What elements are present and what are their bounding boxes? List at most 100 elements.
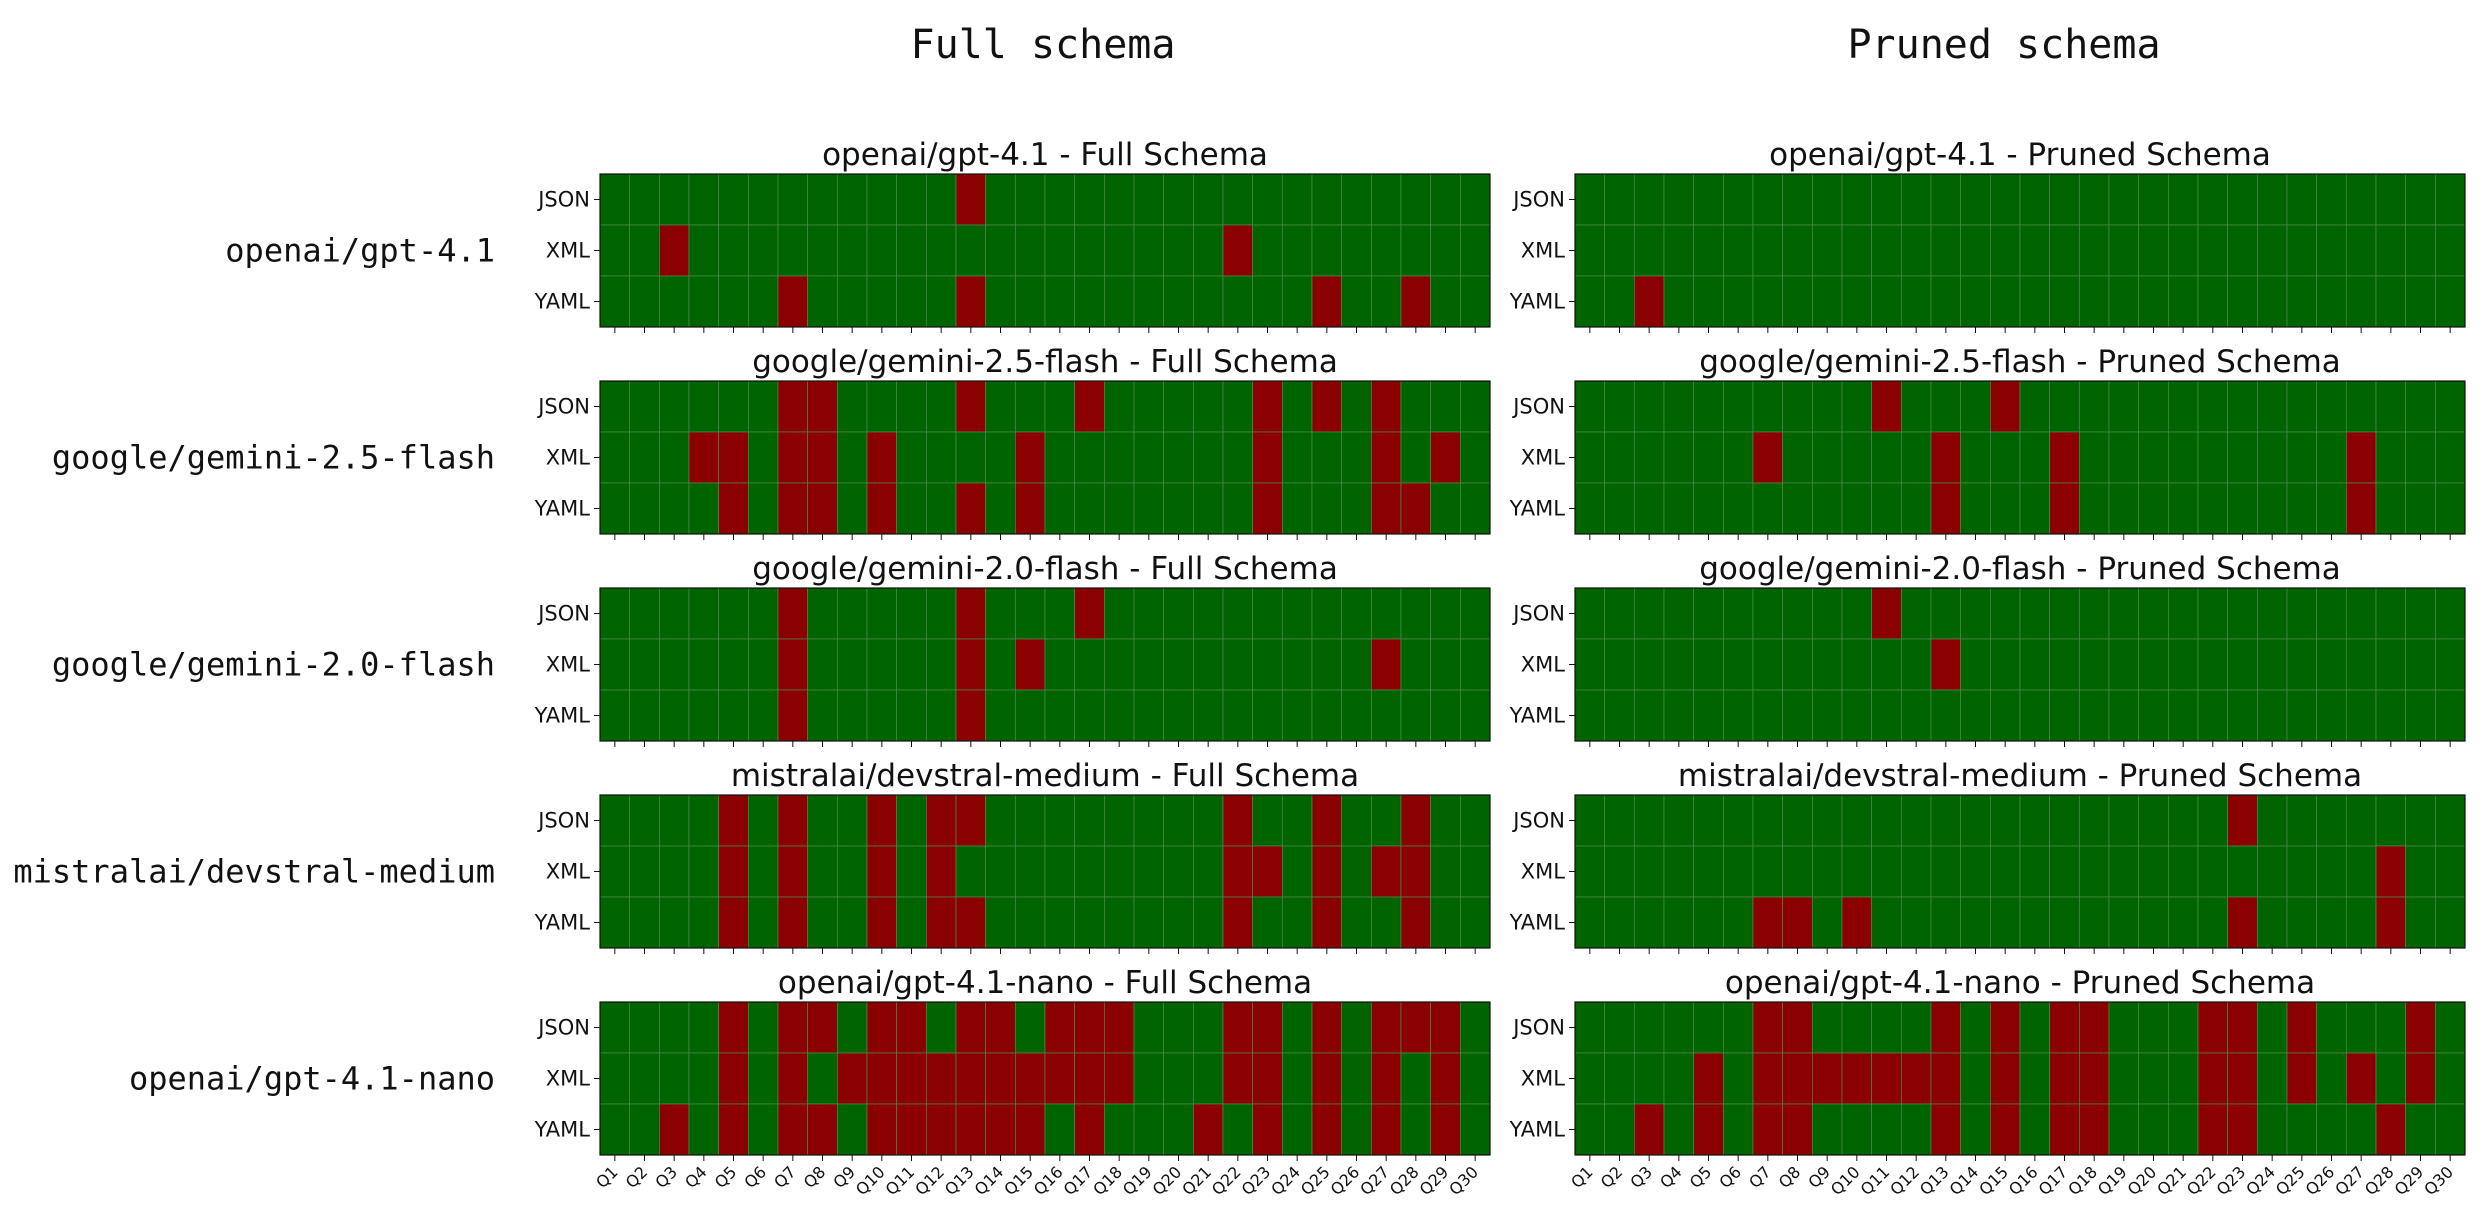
heatmap-cell-yaml-q18 [1103,689,1135,742]
heatmap-cell-xml-q23 [1252,638,1283,691]
y-tick-label-yaml: YAML [1509,911,1566,935]
panel-frame [599,380,1491,535]
heatmap-cell-json-q1 [1574,794,1606,847]
heatmap-cell-json-q2 [629,794,660,847]
heatmap-cell-xml-q9 [1811,845,1843,898]
heatmap-cell-xml-q27 [2345,845,2377,898]
heatmap-cell-xml-q17 [1074,638,1105,691]
heatmap-cell-yaml-q26 [2316,1103,2347,1156]
heatmap-cell-xml-q29 [1430,638,1461,691]
heatmap-cell-xml-q25 [1311,845,1343,898]
heatmap-cell-json-q16 [1044,587,1076,640]
heatmap-cell-yaml-q23 [1252,1103,1283,1156]
heatmap-cell-json-q11 [1871,173,1902,226]
x-tick-label-q26: Q26 [1327,1162,1364,1199]
heatmap-cell-xml-q9 [836,431,868,484]
heatmap-cell-json-q3 [658,173,690,226]
heatmap-cell-json-q28 [2375,587,2407,640]
heatmap-cell-json-q11 [896,587,927,640]
x-tick-label-q3: Q3 [651,1162,681,1192]
heatmap-cell-json-q9 [836,173,868,226]
heatmap-cell-yaml-q8 [807,482,838,535]
heatmap-cell-json-q12 [1900,794,1932,847]
heatmap-cell-xml-q7 [777,431,809,484]
heatmap-cell-xml-q30 [1459,431,1491,484]
heatmap-cell-xml-q28 [2375,845,2407,898]
heatmap-cell-json-q12 [925,380,957,433]
heatmap-cell-yaml-q28 [1400,896,1432,949]
heatmap-cell-xml-q18 [1103,431,1135,484]
heatmap-cell-yaml-q23 [1252,275,1283,328]
heatmap-cell-yaml-q7 [777,1103,809,1156]
heatmap-cell-yaml-q30 [2434,1103,2466,1156]
heatmap-cell-xml-q24 [1281,845,1313,898]
heatmap-cell-xml-q15 [1014,224,1046,277]
heatmap-cell-yaml-q17 [2049,689,2080,742]
heatmap-cell-yaml-q10 [1841,1103,1873,1156]
heatmap-cell-xml-q6 [747,431,779,484]
heatmap-cell-yaml-q21 [1192,1103,1224,1156]
heatmap-cell-yaml-q14 [985,896,1016,949]
heatmap-cell-json-q5 [1693,794,1724,847]
heatmap-cell-yaml-q1 [1574,482,1606,535]
heatmap-cell-json-q5 [718,794,749,847]
heatmap-cell-json-q14 [985,794,1016,847]
x-tick-label-q18: Q18 [1089,1162,1126,1199]
heatmap-cell-yaml-q16 [2019,275,2051,328]
heatmap-cell-yaml-q30 [2434,275,2466,328]
heatmap-cell-xml-q6 [1722,224,1754,277]
heatmap-cell-json-q20 [1163,794,1194,847]
heatmap-cell-xml-q6 [747,224,779,277]
heatmap-cell-yaml-q13 [955,482,987,535]
heatmap-cell-xml-q17 [2049,431,2080,484]
x-tick-label-q24: Q24 [2242,1162,2279,1199]
heatmap-cell-json-q10 [866,380,898,433]
heatmap-cell-xml-q1 [599,1052,631,1105]
heatmap-cell-json-q11 [896,1001,927,1054]
heatmap-cell-xml-q22 [1222,638,1254,691]
y-tick-label-json: JSON [536,395,590,419]
heatmap-cell-yaml-q22 [2197,275,2229,328]
heatmap-cell-xml-q14 [1960,638,1991,691]
y-tick-label-json: JSON [536,1016,590,1040]
heatmap-cell-xml-q30 [1459,845,1491,898]
x-tick-label-q14: Q14 [1946,1162,1983,1199]
heatmap-cell-json-q27 [2345,173,2377,226]
heatmap-cell-json-q20 [2138,794,2169,847]
heatmap-cell-xml-q8 [807,224,838,277]
heatmap-cell-yaml-q27 [2345,482,2377,535]
heatmap-cell-xml-q10 [866,638,898,691]
heatmap-cell-xml-q2 [1604,845,1635,898]
heatmap-cell-xml-q26 [2316,224,2347,277]
heatmap-cell-xml-q27 [1370,845,1402,898]
heatmap-cell-xml-q13 [955,845,987,898]
panel-title: google/gemini-2.0-flash - Pruned Schema [1699,551,2341,587]
panel-mistralai-devstral-medium-pruned-schema: mistralai/devstral-medium - Pruned Schem… [1509,758,2466,954]
heatmap-cell-xml-q4 [1663,638,1695,691]
heatmap-cell-json-q15 [1989,794,2021,847]
heatmap-cell-yaml-q21 [2167,896,2199,949]
heatmap-cell-json-q14 [1960,1001,1991,1054]
heatmap-cell-json-q20 [2138,380,2169,433]
heatmap-cell-yaml-q8 [1782,689,1813,742]
heatmap-cell-yaml-q11 [896,1103,927,1156]
heatmap-cell-xml-q25 [1311,638,1343,691]
heatmap-cell-xml-q5 [718,638,749,691]
heatmap-cell-yaml-q29 [1430,896,1461,949]
heatmap-cell-json-q20 [1163,1001,1194,1054]
heatmap-cell-yaml-q18 [2078,689,2110,742]
heatmap-cell-yaml-q4 [1663,896,1695,949]
heatmap-cell-xml-q1 [599,224,631,277]
heatmap-cell-json-q2 [629,380,660,433]
heatmap-cell-xml-q18 [2078,638,2110,691]
heatmap-cell-yaml-q15 [1014,275,1046,328]
heatmap-cell-xml-q16 [2019,1052,2051,1105]
y-tick-label-json: JSON [1511,1016,1565,1040]
heatmap-cell-yaml-q19 [1133,896,1165,949]
heatmap-cell-xml-q30 [2434,224,2466,277]
heatmap-cell-xml-q25 [1311,224,1343,277]
heatmap-cell-xml-q2 [629,638,660,691]
heatmap-cell-xml-q6 [1722,845,1754,898]
heatmap-cell-xml-q26 [2316,638,2347,691]
heatmap-cell-json-q23 [1252,1001,1283,1054]
